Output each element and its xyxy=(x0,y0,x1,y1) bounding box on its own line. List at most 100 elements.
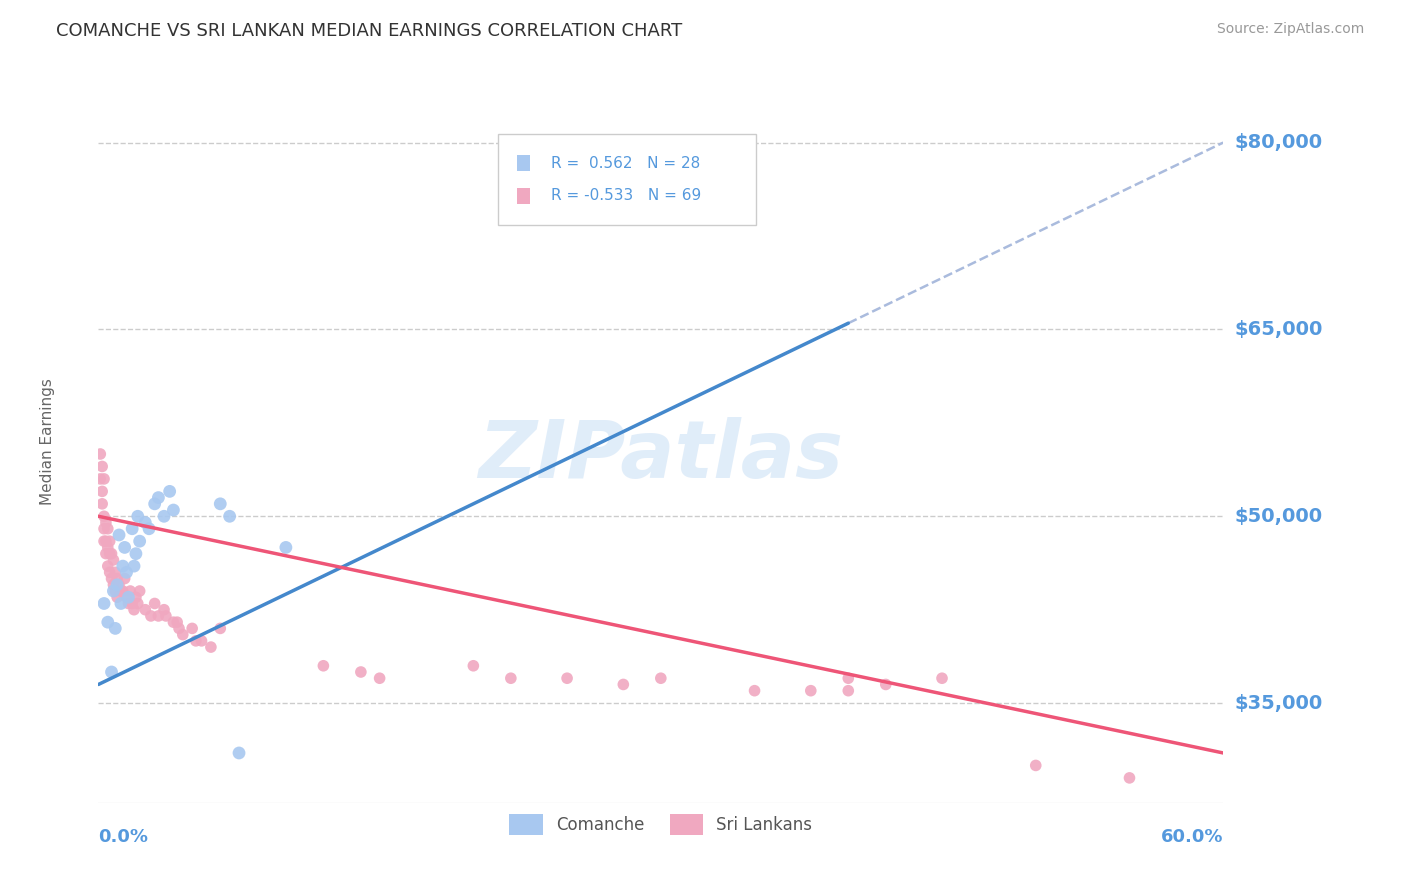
Point xyxy=(91,497,114,511)
Point xyxy=(153,509,176,524)
Text: Source: ZipAtlas.com: Source: ZipAtlas.com xyxy=(1216,22,1364,37)
Point xyxy=(650,671,672,685)
Point xyxy=(94,547,117,561)
Point xyxy=(800,683,823,698)
Point xyxy=(166,615,188,630)
Point xyxy=(111,584,134,599)
Point xyxy=(162,615,184,630)
Point xyxy=(93,522,115,536)
Point xyxy=(555,671,578,685)
Point xyxy=(103,553,125,567)
Point xyxy=(228,746,250,760)
Text: COMANCHE VS SRI LANKAN MEDIAN EARNINGS CORRELATION CHART: COMANCHE VS SRI LANKAN MEDIAN EARNINGS C… xyxy=(56,22,682,40)
Point xyxy=(110,597,132,611)
Point xyxy=(125,591,148,605)
Point xyxy=(89,472,111,486)
Point xyxy=(181,621,204,635)
Point xyxy=(122,559,145,574)
Text: ZIPatlas: ZIPatlas xyxy=(478,417,844,495)
Text: 60.0%: 60.0% xyxy=(1161,828,1223,846)
Point xyxy=(155,609,177,624)
Point xyxy=(100,572,122,586)
Point xyxy=(148,491,170,505)
Point xyxy=(143,497,166,511)
Point xyxy=(209,497,232,511)
Point xyxy=(115,566,138,580)
Point xyxy=(127,597,149,611)
Point xyxy=(93,472,115,486)
Point xyxy=(190,633,212,648)
Point xyxy=(128,584,150,599)
Point xyxy=(134,516,156,530)
Point xyxy=(612,677,634,691)
Point xyxy=(139,609,162,624)
Point xyxy=(94,516,117,530)
Text: R =  0.562   N = 28: R = 0.562 N = 28 xyxy=(551,156,700,171)
Point xyxy=(98,534,121,549)
Text: R = -0.533   N = 69: R = -0.533 N = 69 xyxy=(551,188,700,203)
Point xyxy=(103,578,125,592)
Text: 0.0%: 0.0% xyxy=(98,828,149,846)
Point xyxy=(167,621,190,635)
Point xyxy=(114,541,136,555)
Point xyxy=(117,597,139,611)
Point xyxy=(97,559,120,574)
Text: $50,000: $50,000 xyxy=(1234,507,1323,525)
Point xyxy=(499,671,522,685)
Point xyxy=(159,484,181,499)
Point xyxy=(368,671,391,685)
Point xyxy=(122,603,145,617)
Point xyxy=(127,509,149,524)
Point xyxy=(98,547,121,561)
Point xyxy=(200,640,222,654)
Point xyxy=(93,509,115,524)
Point xyxy=(350,665,373,679)
Point xyxy=(105,591,128,605)
Point xyxy=(153,603,176,617)
Point xyxy=(172,627,194,641)
Point xyxy=(111,559,134,574)
Point xyxy=(108,528,131,542)
Point xyxy=(117,591,139,605)
Point xyxy=(104,584,127,599)
Point xyxy=(104,566,127,580)
Point xyxy=(875,677,897,691)
Point xyxy=(1025,758,1047,772)
Point xyxy=(91,484,114,499)
Point xyxy=(98,566,121,580)
Point xyxy=(744,683,766,698)
Point xyxy=(162,503,184,517)
Point xyxy=(125,547,148,561)
Bar xyxy=(517,155,530,171)
Point xyxy=(93,534,115,549)
Point xyxy=(91,459,114,474)
Point xyxy=(1118,771,1140,785)
Point xyxy=(120,584,142,599)
Point xyxy=(97,615,120,630)
Text: Median Earnings: Median Earnings xyxy=(41,378,55,505)
Point xyxy=(209,621,232,635)
Point xyxy=(97,522,120,536)
Point xyxy=(931,671,953,685)
Point xyxy=(184,633,207,648)
Text: $65,000: $65,000 xyxy=(1234,320,1323,339)
Point xyxy=(94,534,117,549)
Point xyxy=(463,658,485,673)
Point xyxy=(115,591,138,605)
Point xyxy=(103,584,125,599)
FancyBboxPatch shape xyxy=(498,135,756,225)
Point xyxy=(100,547,122,561)
Point xyxy=(105,578,128,592)
Point xyxy=(93,597,115,611)
Point xyxy=(134,603,156,617)
Point xyxy=(105,572,128,586)
Point xyxy=(128,534,150,549)
Point xyxy=(100,665,122,679)
Point xyxy=(138,522,160,536)
Point xyxy=(837,671,859,685)
Text: $80,000: $80,000 xyxy=(1234,133,1323,152)
Point xyxy=(274,541,297,555)
Point xyxy=(104,621,127,635)
Point xyxy=(97,541,120,555)
Bar xyxy=(517,188,530,204)
